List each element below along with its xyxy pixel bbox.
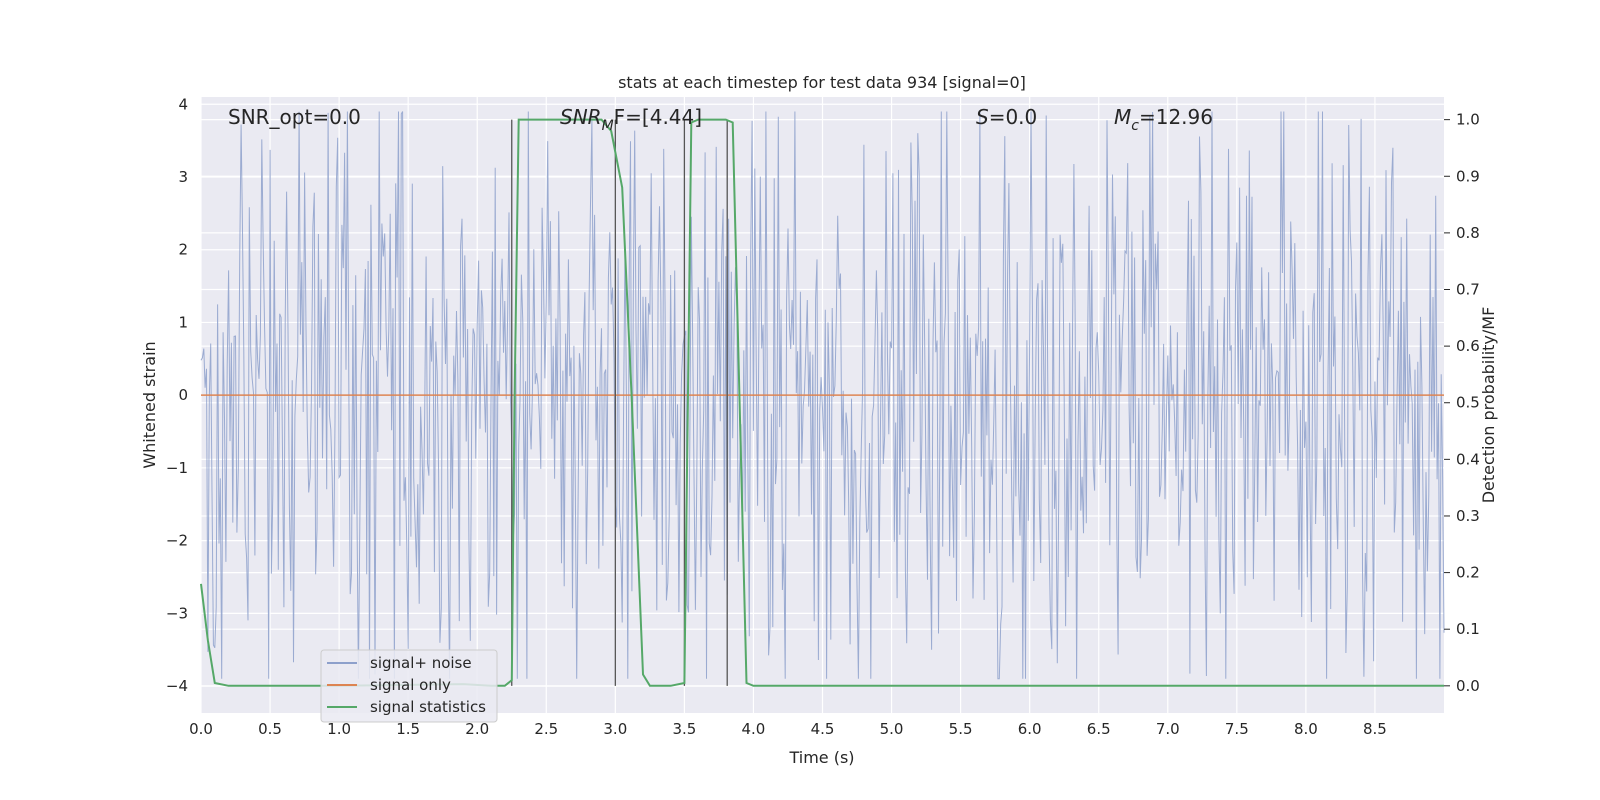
signal-noise-line [200, 111, 1445, 680]
x-tick-label: 2.5 [534, 720, 558, 738]
legend: signal+ noise signal only signal statist… [320, 649, 498, 723]
y-right-tick-label: 0.9 [1456, 167, 1480, 185]
y-right-tick-label: 0.8 [1456, 224, 1480, 242]
x-tick-labels: 0.0 0.5 1.0 1.5 2.0 2.5 3.0 3.5 4.0 4.5 5.0 5.5 6.0 6… [189, 720, 1387, 738]
y-left-tick-label: 0 [178, 386, 188, 404]
y-left-tick-label: 1 [178, 313, 188, 331]
x-tick-label: 0.0 [189, 720, 213, 738]
y-right-tick-labels: 1.0 0.9 0.8 0.7 0.6 0.5 0.4 0.3 0.2 0.1 0.0 [1444, 111, 1480, 695]
y-right-tick-label: 0.5 [1456, 394, 1480, 412]
annotation-mc: Mc=12.96 [1114, 105, 1213, 134]
y-right-tick-label: 1.0 [1456, 111, 1480, 129]
x-tick-label: 4.0 [742, 720, 766, 738]
annotation-s-value: =0.0 [989, 105, 1038, 129]
y-left-tick-label: −1 [166, 459, 188, 477]
x-tick-label: 3.0 [603, 720, 627, 738]
annotation-snr-mf-value: F=[4.44] [614, 105, 702, 129]
annotation-s: S=0.0 [976, 105, 1037, 129]
y-left-tick-label: −3 [166, 604, 188, 622]
annotation-snr-mf-subscript: M [602, 118, 614, 134]
y-left-tick-labels: 4 3 2 1 0 −1 −2 −3 −4 [166, 95, 188, 695]
y-left-tick-label: 3 [178, 168, 188, 186]
y-left-tick-label: 2 [178, 241, 188, 259]
x-tick-label: 8.5 [1363, 720, 1387, 738]
y-right-tick-label: 0.4 [1456, 450, 1480, 468]
y-left-axis-label: Whitened strain [140, 341, 159, 468]
y-right-axis-label: Detection probability/MF [1479, 307, 1498, 504]
annotation-mc-value: =12.96 [1139, 105, 1213, 129]
y-left-tick-label: −4 [166, 677, 188, 695]
y-left-tick-label: 4 [178, 95, 188, 113]
x-tick-label: 1.5 [396, 720, 420, 738]
annotation-snr-mf-symbol: SNR [560, 105, 602, 129]
x-axis-label: Time (s) [788, 748, 854, 767]
x-tick-label: 7.0 [1156, 720, 1180, 738]
annotation-mc-symbol: M [1114, 105, 1131, 129]
y-right-tick-label: 0.1 [1456, 620, 1480, 638]
annotation-snr-mf: SNRMF=[4.44] [560, 105, 702, 134]
legend-label-signal-statistics: signal statistics [370, 698, 486, 716]
legend-label-signal-noise: signal+ noise [370, 654, 472, 672]
x-tick-label: 6.5 [1087, 720, 1111, 738]
y-right-tick-label: 0.3 [1456, 507, 1480, 525]
annotation-snr-opt: SNR_opt=0.0 [228, 105, 361, 129]
x-tick-label: 1.0 [327, 720, 351, 738]
x-tick-label: 3.5 [672, 720, 696, 738]
x-tick-label: 7.5 [1225, 720, 1249, 738]
y-right-tick-label: 0.7 [1456, 281, 1480, 299]
chart-title: stats at each timestep for test data 934… [618, 73, 1026, 92]
x-tick-label: 2.0 [465, 720, 489, 738]
x-tick-label: 6.0 [1018, 720, 1042, 738]
x-tick-label: 5.5 [949, 720, 973, 738]
x-tick-label: 0.5 [258, 720, 282, 738]
x-tick-label: 8.0 [1294, 720, 1318, 738]
y-right-tick-label: 0.2 [1456, 564, 1480, 582]
y-right-tick-label: 0.6 [1456, 337, 1480, 355]
y-left-tick-label: −2 [166, 532, 188, 550]
annotation-s-symbol: S [976, 105, 989, 129]
x-tick-label: 5.0 [880, 720, 904, 738]
annotation-mc-subscript: c [1131, 118, 1139, 134]
legend-box [320, 649, 498, 723]
signal-noise-series [200, 111, 1445, 680]
x-tick-label: 4.5 [811, 720, 835, 738]
y-right-tick-label: 0.0 [1456, 677, 1480, 695]
legend-label-signal-only: signal only [370, 676, 451, 694]
